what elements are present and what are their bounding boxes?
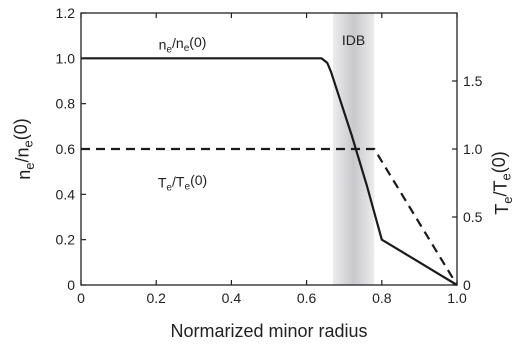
y-axis-label-part: n <box>14 170 34 180</box>
x-tick-label: 0.6 <box>297 290 317 306</box>
y-axis-label-part: e <box>20 140 35 147</box>
x-tick-label: 0.8 <box>372 290 392 306</box>
label-layer: ne/ne(0)Te/Te(0)Normarized minor radiusn… <box>11 34 515 341</box>
y-axis-label-part: /n <box>12 147 32 162</box>
series-label-1-part: /T <box>172 173 185 189</box>
y-tick-label: 1.2 <box>56 5 76 21</box>
y-axis-label: ne/ne(0) <box>11 118 37 179</box>
series-label-1-part: e <box>166 183 172 194</box>
x-tick-label: 0.4 <box>222 290 242 306</box>
y2-tick-label: 0.5 <box>463 209 483 225</box>
series-layer <box>81 57 458 286</box>
series-line-1 <box>81 147 458 286</box>
idb-band-label: IDB <box>342 32 365 48</box>
x-tick-label: 1.0 <box>447 290 467 306</box>
y2-axis-label-part: /T <box>490 180 510 196</box>
y-axis-label-part: e <box>22 163 37 170</box>
series-label-1-part: e <box>184 181 190 192</box>
series-label-1-part: T <box>158 175 167 191</box>
y2-axis-label-part: e <box>498 173 513 180</box>
y2-tick-label: 0 <box>463 277 471 293</box>
series-label-0-part: (0) <box>189 34 206 50</box>
y-tick-label: 0.6 <box>56 141 76 157</box>
series-label-0: ne/ne(0) <box>159 34 207 55</box>
series-label-0-part: n <box>159 36 167 52</box>
y2-tick-label: 1.5 <box>463 73 483 89</box>
y2-axis-label-part: (0) <box>489 151 509 173</box>
y-tick-label: 0 <box>67 277 75 293</box>
series-label-1: Te/Te(0) <box>158 172 207 193</box>
y2-axis-label-part: T <box>492 204 512 215</box>
y-axis-label-part: (0) <box>11 118 31 140</box>
series-label-1-part: (0) <box>190 172 207 188</box>
y2-axis-label-part: e <box>500 197 515 204</box>
y-tick-label: 0.4 <box>56 186 76 202</box>
x-tick-label: 0 <box>77 290 85 306</box>
series-line-0 <box>81 57 458 286</box>
y2-tick-label: 1.0 <box>463 141 483 157</box>
y-tick-label: 0.8 <box>56 96 76 112</box>
series-label-0-part: e <box>166 44 172 55</box>
series-label-0-part: e <box>184 43 190 54</box>
x-axis-label: Normarized minor radius <box>170 321 367 341</box>
y2-axis-label: Te/Te(0) <box>489 151 515 214</box>
y-tick-label: 0.2 <box>56 232 76 248</box>
tick-layer: 0 0.2 0.4 0.6 0.8 1.000.20.40.60.81.01.200.51… <box>56 5 483 306</box>
x-tick-label: 0.2 <box>146 290 166 306</box>
y-tick-label: 1.0 <box>56 50 76 66</box>
series-label-0-part: /n <box>172 35 184 51</box>
